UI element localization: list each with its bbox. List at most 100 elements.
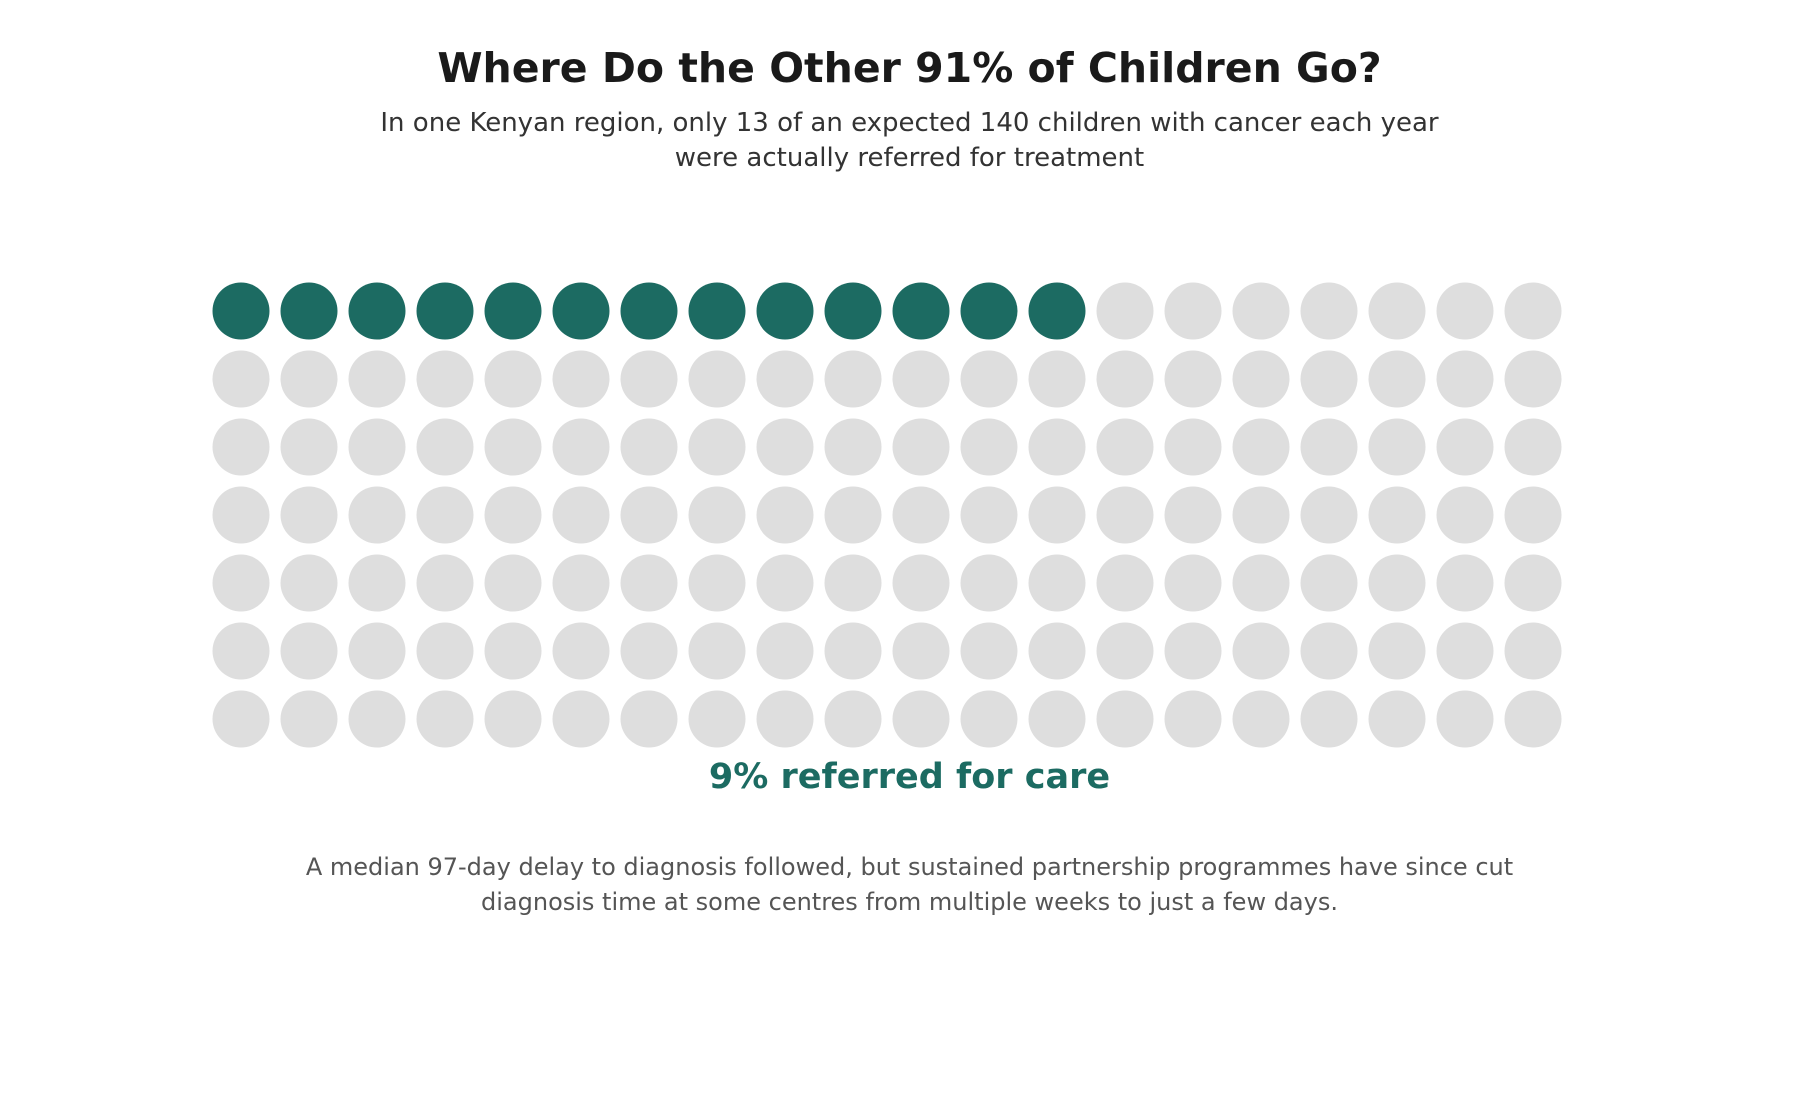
unreferred-child-dot: [280, 554, 338, 612]
footnote: A median 97-day delay to diagnosis follo…: [0, 850, 1819, 920]
unreferred-child-dot: [1436, 282, 1494, 340]
unreferred-child-dot: [280, 622, 338, 680]
referred-child-dot: [892, 282, 950, 340]
unreferred-child-dot: [1436, 622, 1494, 680]
unreferred-child-dot: [552, 418, 610, 476]
unreferred-child-dot: [824, 418, 882, 476]
referred-child-dot: [280, 282, 338, 340]
referred-child-dot: [688, 282, 746, 340]
referred-child-dot: [552, 282, 610, 340]
unreferred-child-dot: [552, 554, 610, 612]
unreferred-child-dot: [416, 350, 474, 408]
unreferred-child-dot: [1096, 282, 1154, 340]
unreferred-child-dot: [688, 554, 746, 612]
unreferred-child-dot: [620, 554, 678, 612]
unreferred-child-dot: [1164, 554, 1222, 612]
unreferred-child-dot: [1504, 486, 1562, 544]
unreferred-child-dot: [1028, 350, 1086, 408]
unreferred-child-dot: [348, 418, 406, 476]
unreferred-child-dot: [416, 622, 474, 680]
unreferred-child-dot: [1368, 486, 1426, 544]
unreferred-child-dot: [1096, 486, 1154, 544]
unreferred-child-dot: [756, 418, 814, 476]
subtitle-line-1: In one Kenyan region, only 13 of an expe…: [380, 108, 1439, 138]
unreferred-child-dot: [1300, 622, 1358, 680]
unreferred-child-dot: [824, 554, 882, 612]
unreferred-child-dot: [1504, 690, 1562, 748]
unreferred-child-dot: [1232, 690, 1290, 748]
unreferred-child-dot: [1436, 690, 1494, 748]
referred-child-dot: [212, 282, 270, 340]
unreferred-child-dot: [416, 418, 474, 476]
unreferred-child-dot: [348, 690, 406, 748]
unreferred-child-dot: [756, 486, 814, 544]
referred-child-dot: [620, 282, 678, 340]
unreferred-child-dot: [280, 418, 338, 476]
unreferred-child-dot: [348, 350, 406, 408]
unreferred-child-dot: [1504, 622, 1562, 680]
unreferred-child-dot: [416, 690, 474, 748]
unreferred-child-dot: [348, 554, 406, 612]
unreferred-child-dot: [620, 486, 678, 544]
unreferred-child-dot: [1164, 486, 1222, 544]
unreferred-child-dot: [1504, 350, 1562, 408]
unreferred-child-dot: [348, 622, 406, 680]
unreferred-child-dot: [552, 690, 610, 748]
footnote-line-2: diagnosis time at some centres from mult…: [481, 888, 1338, 916]
unreferred-child-dot: [1164, 690, 1222, 748]
unreferred-child-dot: [1028, 554, 1086, 612]
unreferred-child-dot: [1368, 282, 1426, 340]
unreferred-child-dot: [212, 350, 270, 408]
unreferred-child-dot: [1096, 690, 1154, 748]
unreferred-child-dot: [1300, 418, 1358, 476]
unreferred-child-dot: [688, 622, 746, 680]
unreferred-child-dot: [824, 690, 882, 748]
unreferred-child-dot: [892, 350, 950, 408]
unreferred-child-dot: [280, 690, 338, 748]
unreferred-child-dot: [212, 486, 270, 544]
unreferred-child-dot: [1436, 486, 1494, 544]
unreferred-child-dot: [348, 486, 406, 544]
unreferred-child-dot: [1164, 622, 1222, 680]
unreferred-child-dot: [1368, 350, 1426, 408]
referred-child-dot: [960, 282, 1018, 340]
unreferred-child-dot: [892, 554, 950, 612]
unreferred-child-dot: [552, 622, 610, 680]
unreferred-child-dot: [1368, 418, 1426, 476]
unreferred-child-dot: [756, 690, 814, 748]
unreferred-child-dot: [1096, 350, 1154, 408]
unreferred-child-dot: [892, 622, 950, 680]
referred-child-dot: [484, 282, 542, 340]
unreferred-child-dot: [1164, 282, 1222, 340]
unreferred-child-dot: [1164, 350, 1222, 408]
chart-subtitle: In one Kenyan region, only 13 of an expe…: [0, 106, 1819, 176]
unreferred-child-dot: [212, 690, 270, 748]
unreferred-child-dot: [1436, 554, 1494, 612]
unreferred-child-dot: [416, 486, 474, 544]
unreferred-child-dot: [1028, 622, 1086, 680]
unreferred-child-dot: [1300, 690, 1358, 748]
unreferred-child-dot: [416, 554, 474, 612]
unreferred-child-dot: [280, 486, 338, 544]
unreferred-child-dot: [688, 418, 746, 476]
unreferred-child-dot: [1368, 690, 1426, 748]
unreferred-child-dot: [960, 486, 1018, 544]
unreferred-child-dot: [1300, 554, 1358, 612]
unreferred-child-dot: [1232, 486, 1290, 544]
unreferred-child-dot: [1232, 418, 1290, 476]
referred-child-dot: [1028, 282, 1086, 340]
unreferred-child-dot: [960, 690, 1018, 748]
unreferred-child-dot: [824, 622, 882, 680]
unreferred-child-dot: [620, 690, 678, 748]
unreferred-child-dot: [960, 418, 1018, 476]
unreferred-child-dot: [824, 486, 882, 544]
unreferred-child-dot: [756, 622, 814, 680]
unreferred-child-dot: [1300, 282, 1358, 340]
unreferred-child-dot: [212, 554, 270, 612]
unreferred-child-dot: [892, 486, 950, 544]
unreferred-child-dot: [1436, 418, 1494, 476]
unreferred-child-dot: [484, 554, 542, 612]
unreferred-child-dot: [1504, 418, 1562, 476]
footnote-line-1: A median 97-day delay to diagnosis follo…: [305, 853, 1514, 881]
unreferred-child-dot: [688, 350, 746, 408]
